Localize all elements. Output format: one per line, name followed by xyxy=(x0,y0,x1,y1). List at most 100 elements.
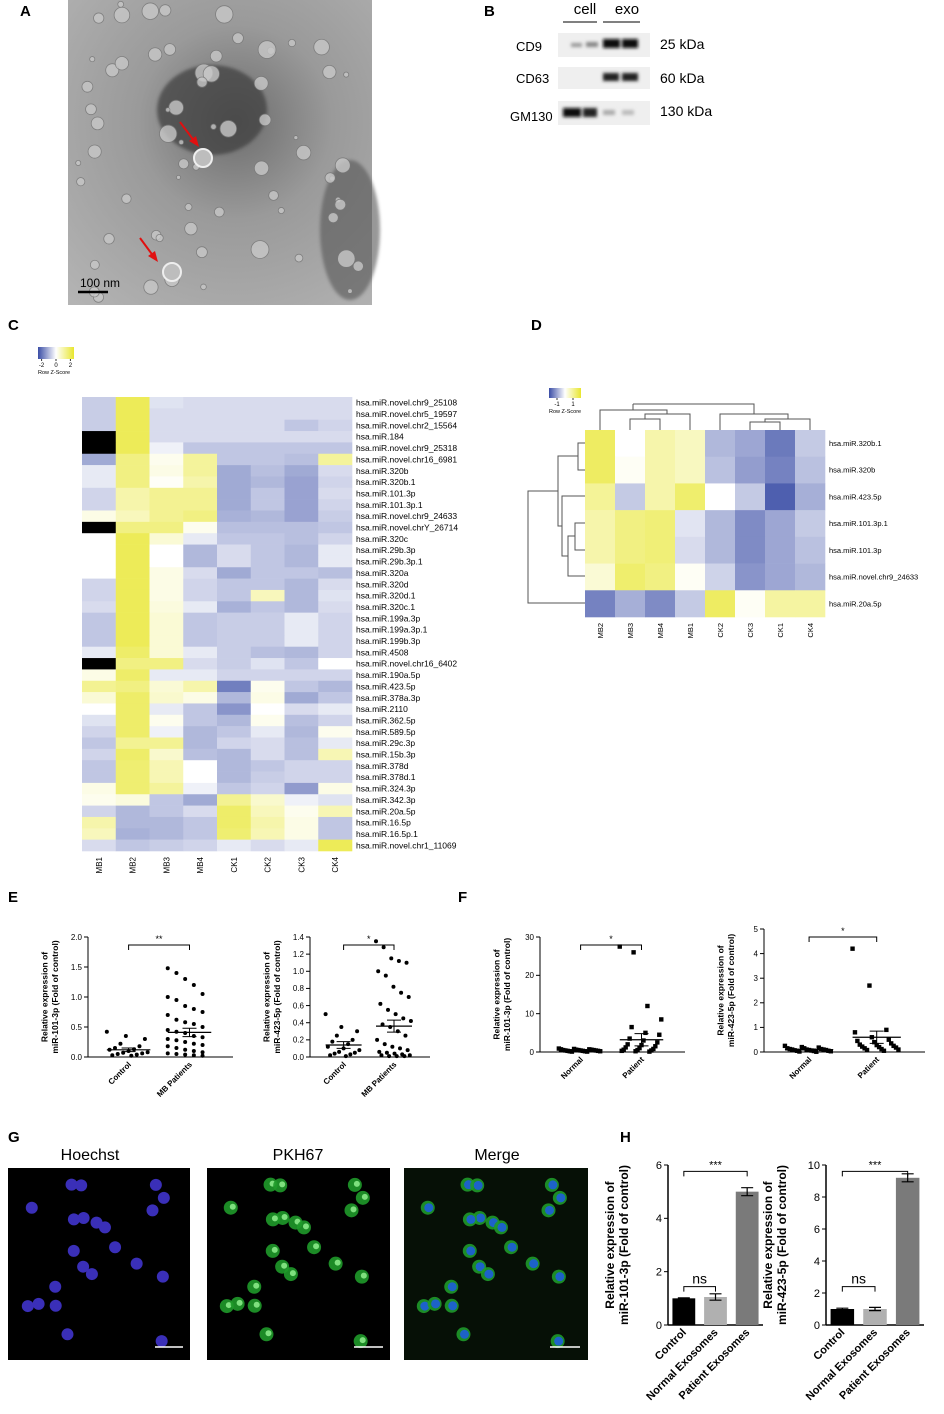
y-tick-label: 10 xyxy=(525,1009,534,1018)
y-axis-label: miR-101-3p (Fold of control) xyxy=(617,1165,631,1325)
cell-nucleus xyxy=(459,1329,469,1339)
heatmap-cell xyxy=(284,658,319,670)
heatmap-cell xyxy=(284,578,319,591)
heatmap-cell xyxy=(250,521,285,534)
data-point xyxy=(323,1012,328,1017)
vesicle xyxy=(293,135,299,141)
data-point xyxy=(129,1053,134,1058)
heatmap-cell xyxy=(250,771,285,784)
heatmap-cell xyxy=(217,692,252,704)
vesicle xyxy=(193,148,213,168)
row-label: hsa.miR.320b xyxy=(829,466,875,475)
heatmap-cell xyxy=(115,533,150,545)
data-point xyxy=(857,1042,862,1047)
vesicle xyxy=(268,190,279,201)
cell-nucleus xyxy=(420,1301,430,1311)
heatmap-cell xyxy=(149,714,184,727)
heatmap-cell xyxy=(115,794,150,806)
significance-bracket xyxy=(841,1286,876,1292)
heatmap-cell xyxy=(149,771,184,784)
y-tick-label: 4 xyxy=(754,949,759,958)
heatmap-cell xyxy=(149,624,184,636)
heatmap-cell xyxy=(615,510,646,538)
heatmap-cell xyxy=(318,805,353,818)
legend-title: Row Z-Score xyxy=(549,409,581,415)
heatmap-cell xyxy=(675,430,706,458)
heatmap-cell xyxy=(115,714,150,727)
x-tick-label: MB Patients xyxy=(155,1060,194,1099)
tem-image: 100 nm xyxy=(68,0,380,305)
band xyxy=(622,110,634,115)
heatmap-cell xyxy=(183,476,218,489)
heatmap-cell xyxy=(615,590,646,618)
cell-spot xyxy=(225,1302,232,1309)
y-axis-label: Relative expression of xyxy=(716,945,726,1035)
band xyxy=(603,110,615,115)
heatmap-cell xyxy=(250,805,285,818)
data-point xyxy=(330,1039,335,1044)
cell-nucleus xyxy=(156,1270,169,1283)
data-point xyxy=(191,1041,196,1046)
row-label: hsa.miR.324.3p xyxy=(356,784,416,794)
heatmap-cell xyxy=(82,658,117,670)
heatmap-cell xyxy=(765,483,796,511)
heatmap-cell xyxy=(82,669,117,682)
data-point xyxy=(123,1034,128,1038)
heatmap-cell xyxy=(318,703,353,716)
heatmap-cell xyxy=(735,430,766,458)
cells xyxy=(21,1177,567,1349)
vesicles xyxy=(75,0,364,303)
row-label: hsa.miR.423.5p xyxy=(829,492,882,501)
y-axis-label: miR-101-3p (Fold of control) xyxy=(502,938,512,1052)
y-axis-label: miR-423-5p (Fold of control) xyxy=(726,934,736,1048)
data-point xyxy=(200,1043,205,1047)
heatmap-cell xyxy=(318,431,353,443)
data-point xyxy=(647,1049,652,1054)
heatmap-cell xyxy=(795,536,826,564)
heatmap-cell xyxy=(149,726,184,738)
heatmap-cell xyxy=(183,431,218,443)
heatmap-cell xyxy=(675,590,706,618)
significance-bracket xyxy=(343,944,395,950)
row-label: hsa.miR.16.5p.1 xyxy=(356,829,418,839)
data-point xyxy=(165,1013,170,1017)
vesicle xyxy=(295,145,312,161)
y-tick-label: 6 xyxy=(656,1160,662,1172)
column-label: CK3 xyxy=(746,623,755,638)
heatmap-cell xyxy=(217,544,252,557)
heatmap-cell xyxy=(149,442,184,455)
heatmap-cell xyxy=(765,430,796,458)
heatmap-cell xyxy=(183,442,218,455)
data-point xyxy=(378,1001,383,1006)
data-point xyxy=(619,1048,624,1054)
vesicle xyxy=(90,116,105,131)
heatmap-cell xyxy=(735,510,766,538)
heatmap-cell xyxy=(284,567,319,579)
data-point xyxy=(850,946,855,951)
column-label: MB1 xyxy=(686,623,695,638)
x-tick-label: Normal xyxy=(559,1055,585,1081)
heatmap-cell xyxy=(318,624,353,636)
data-point xyxy=(802,1046,807,1051)
heatmap-cell xyxy=(149,408,184,420)
y-tick-label: 1.0 xyxy=(71,993,83,1002)
heatmap-cell xyxy=(284,646,319,659)
heatmap-cell xyxy=(318,794,353,806)
protein-label: CD9 xyxy=(516,39,542,54)
heatmap-cell xyxy=(115,510,150,523)
cell-spot xyxy=(289,1270,296,1277)
data-point xyxy=(183,1004,188,1008)
heatmap-cell xyxy=(765,510,796,538)
data-point xyxy=(200,1035,205,1040)
heatmap-cell xyxy=(115,567,150,579)
vesicle xyxy=(184,203,193,211)
row-label: hsa.miR.2110 xyxy=(356,704,408,714)
heatmap-cell xyxy=(318,782,353,795)
heatmap-cell xyxy=(318,408,353,420)
vesicle xyxy=(334,198,347,211)
x-tick-label: Control xyxy=(107,1060,133,1086)
heatmap-cell xyxy=(183,578,218,591)
y-tick-label: 0.4 xyxy=(293,1019,305,1028)
heatmap-cell xyxy=(82,737,117,750)
row-label: hsa.miR.320d.1 xyxy=(356,591,416,601)
